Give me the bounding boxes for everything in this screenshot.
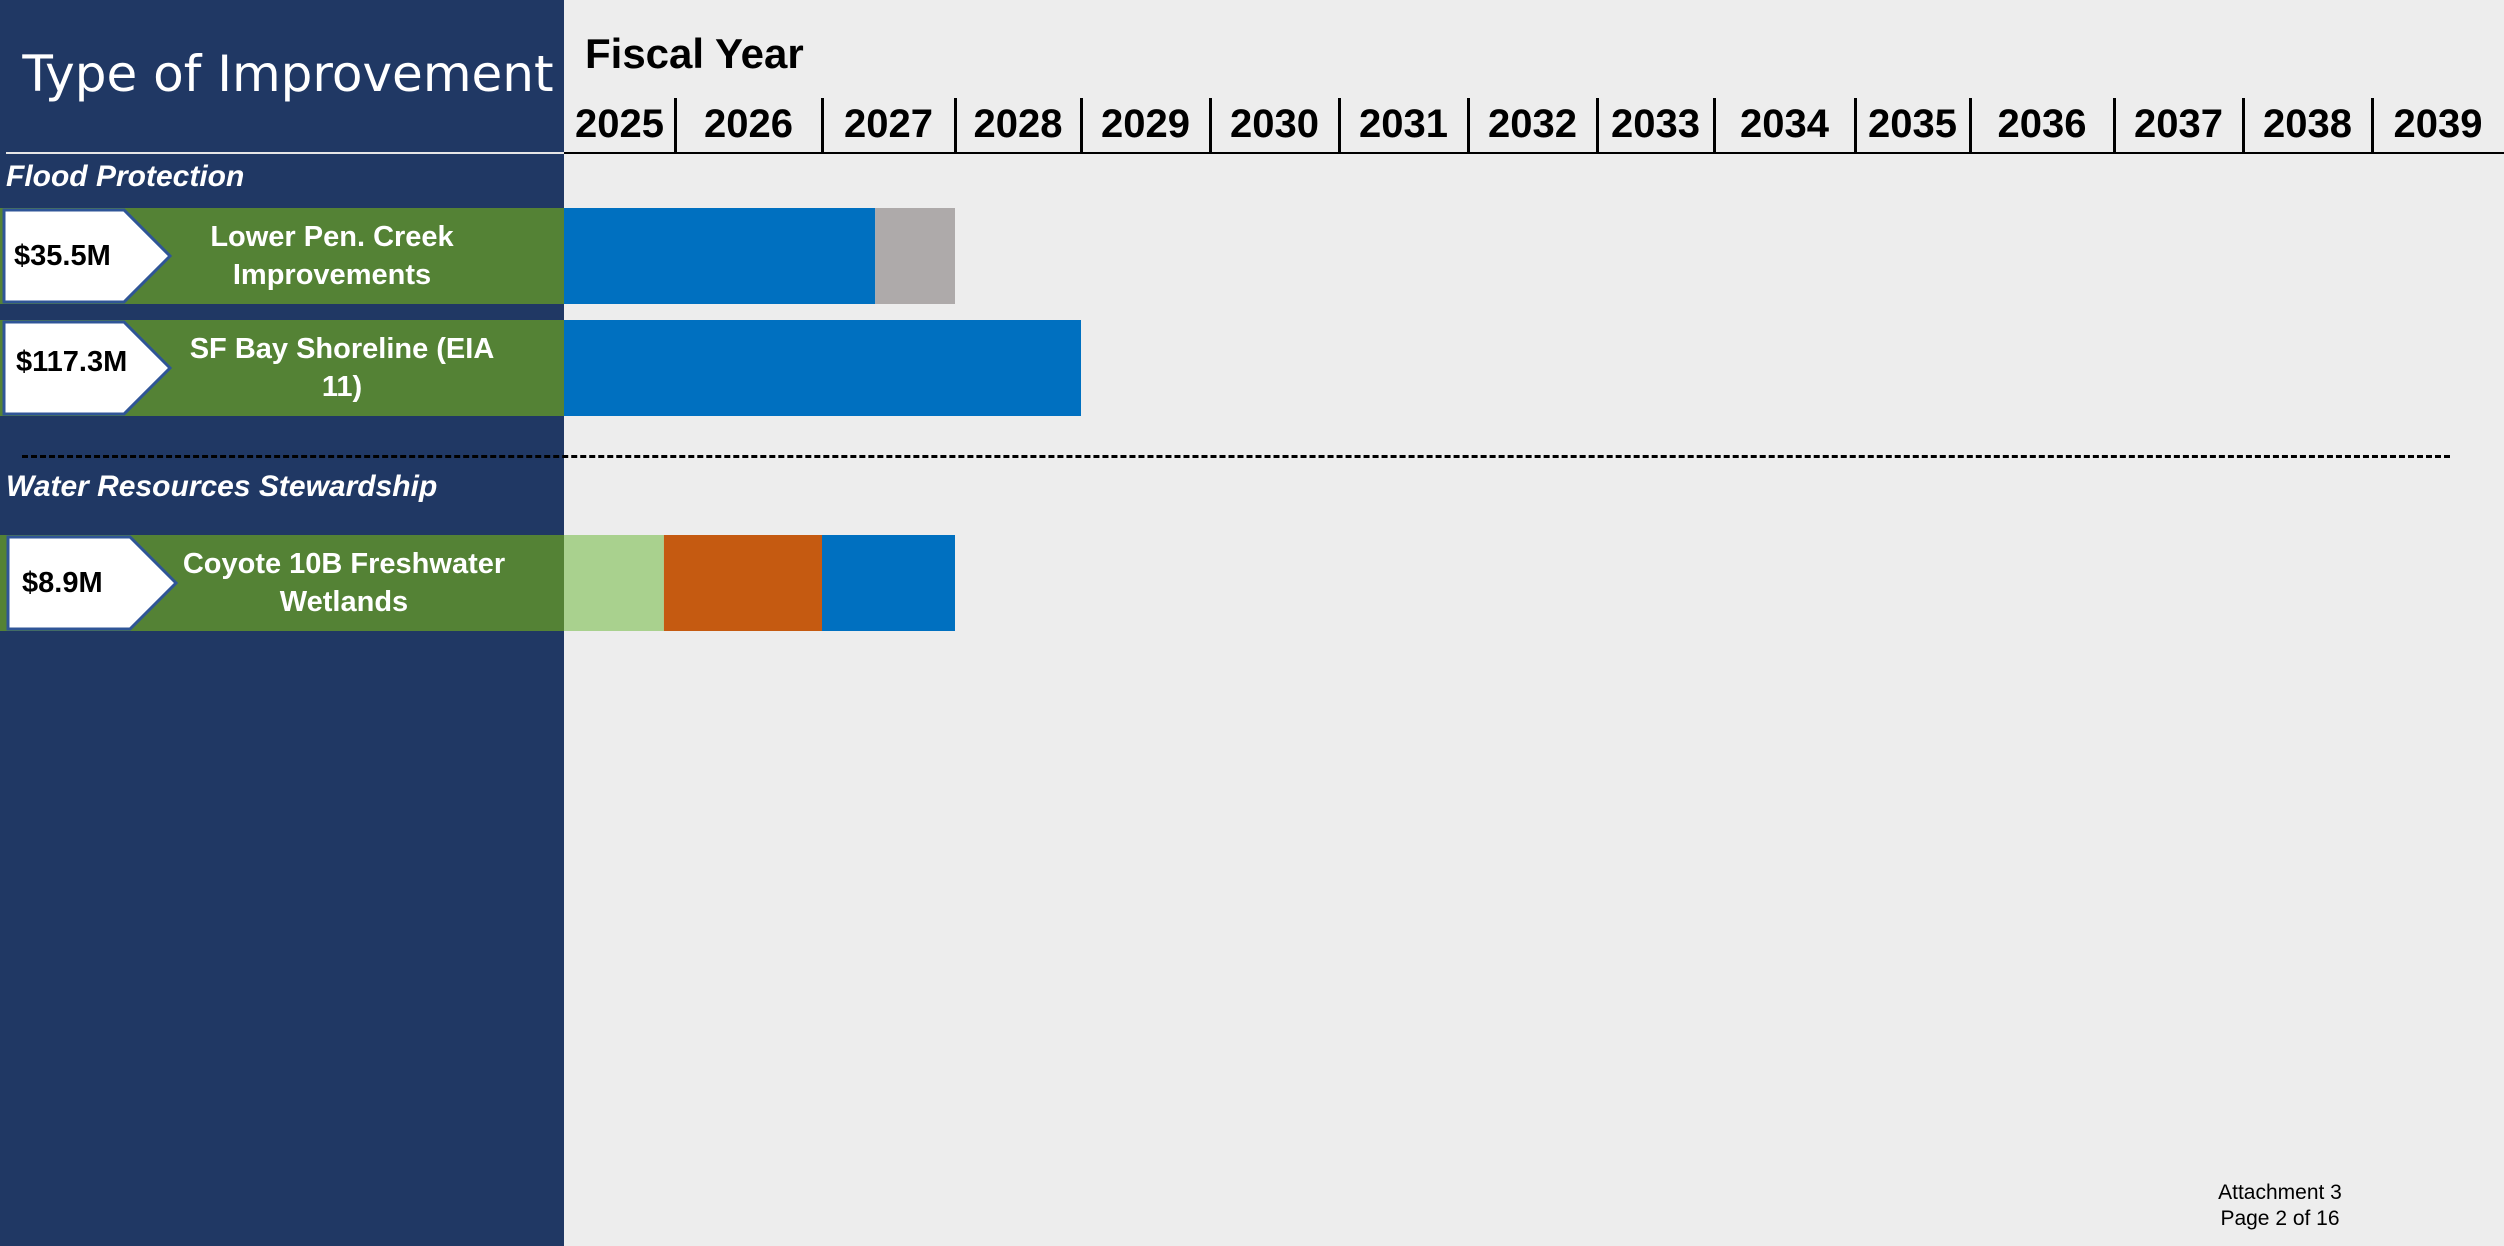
section-heading-flood-protection: Flood Protection: [6, 160, 245, 193]
year-separator: [1596, 98, 1599, 152]
year-label-2032: 2032: [1488, 102, 1577, 146]
timeline-header-rule: [564, 152, 2504, 154]
year-label-2025: 2025: [575, 102, 664, 146]
year-separator: [821, 98, 824, 152]
schedule-bar-segment: [564, 208, 876, 304]
section-divider: [22, 455, 2450, 458]
year-label-2037: 2037: [2134, 102, 2223, 146]
schedule-bar-segment: [822, 535, 955, 631]
year-label-2031: 2031: [1359, 102, 1448, 146]
year-separator: [2113, 98, 2116, 152]
year-label-2026: 2026: [704, 102, 793, 146]
year-separator: [674, 98, 677, 152]
year-separator: [1854, 98, 1857, 152]
year-label-2035: 2035: [1868, 102, 1957, 146]
year-label-2039: 2039: [2393, 102, 2483, 146]
project-row-coyote-10b: $8.9M Coyote 10B Freshwater Wetlands: [0, 535, 564, 631]
panel-title: Type of Improvement: [22, 45, 554, 103]
cost-value: $35.5M: [14, 239, 111, 272]
year-separator: [1969, 98, 1972, 152]
page-footer: Attachment 3 Page 2 of 16: [2160, 1180, 2400, 1232]
year-separator: [954, 98, 957, 152]
year-label-2030: 2030: [1230, 102, 1319, 146]
project-name: Lower Pen. Creek Improvements: [170, 208, 494, 304]
year-label-2033: 2033: [1611, 102, 1700, 146]
year-label-2038: 2038: [2263, 102, 2352, 146]
year-label-2027: 2027: [844, 102, 933, 146]
chart-title: Fiscal Year: [585, 30, 804, 77]
project-row-lower-pen-creek: $35.5M Lower Pen. Creek Improvements: [0, 208, 564, 304]
cost-value: $117.3M: [16, 345, 128, 378]
year-separator: [1209, 98, 1212, 152]
schedule-bar-segment: [875, 208, 955, 304]
project-name-line: Improvements: [232, 259, 432, 291]
project-row-sf-bay-shoreline: $117.3M SF Bay Shoreline (EIA 11): [0, 320, 564, 416]
year-label-2034: 2034: [1740, 102, 1829, 146]
year-separator: [2371, 98, 2374, 152]
section-heading-water-resources: Water Resources Stewardship: [6, 470, 438, 503]
year-separator: [1467, 98, 1470, 152]
project-name-line: Lower Pen. Creek: [210, 221, 454, 253]
year-label-2029: 2029: [1101, 102, 1190, 146]
schedule-bar-segment: [564, 535, 664, 631]
attachment-label: Attachment 3: [2218, 1181, 2342, 1204]
cost-value: $8.9M: [22, 566, 103, 599]
page-number: Page 2 of 16: [2220, 1207, 2340, 1230]
year-separator: [1338, 98, 1341, 152]
year-label-2028: 2028: [973, 102, 1063, 146]
project-name: SF Bay Shoreline (EIA 11): [172, 320, 512, 416]
year-separator: [1080, 98, 1083, 152]
cost-tag: [6, 535, 179, 631]
year-separator: [1713, 98, 1716, 152]
schedule-bar-segment: [564, 320, 1081, 416]
cost-tag: [2, 208, 173, 304]
cost-tag: [2, 320, 173, 416]
year-label-2036: 2036: [1997, 102, 2087, 146]
project-name: Coyote 10B Freshwater Wetlands: [176, 535, 512, 631]
project-name-line: Coyote 10B Freshwater: [182, 548, 506, 580]
year-separator: [2242, 98, 2245, 152]
project-name-line: SF Bay Shoreline (EIA 11): [189, 333, 495, 403]
project-name-line: Wetlands: [279, 586, 409, 618]
schedule-bar-segment: [663, 535, 822, 631]
